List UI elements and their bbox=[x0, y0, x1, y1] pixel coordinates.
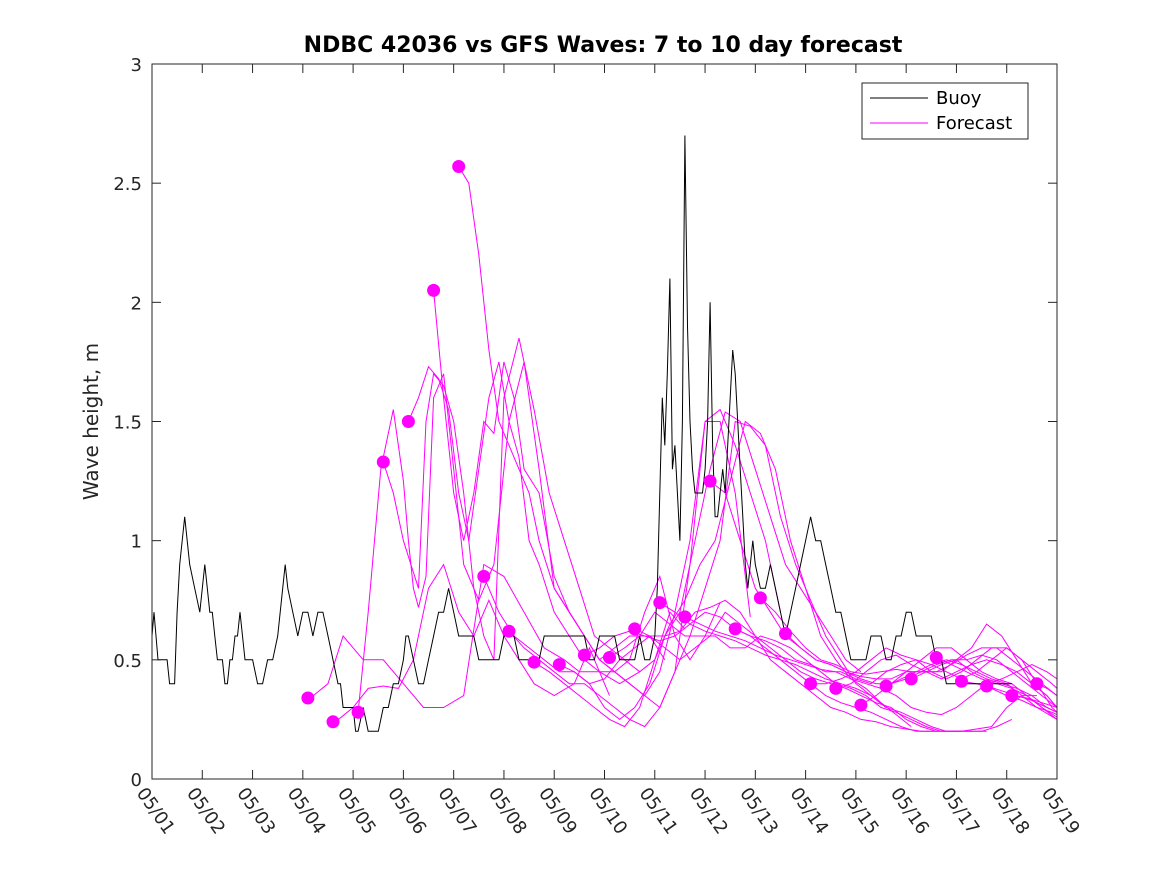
forecast-marker-1 bbox=[301, 691, 315, 705]
y-tick-label-5: 2.5 bbox=[113, 174, 142, 195]
y-axis-label: Wave height, m bbox=[79, 343, 103, 500]
y-tick-label-2: 1 bbox=[131, 532, 142, 553]
forecast-marker-13 bbox=[603, 651, 616, 664]
buoy-line bbox=[151, 135, 1012, 732]
buoy-series bbox=[151, 135, 1012, 732]
forecast-line-17 bbox=[709, 480, 1058, 708]
forecast-marker-9 bbox=[502, 624, 516, 638]
forecast-line-21 bbox=[810, 647, 1058, 713]
legend-buoy-label: Buoy bbox=[936, 88, 982, 109]
forecast-marker-22 bbox=[829, 681, 843, 695]
y-tick-label-3: 1.5 bbox=[113, 413, 142, 434]
forecast-marker-3 bbox=[351, 705, 365, 719]
forecast-start-markers bbox=[301, 160, 1044, 729]
forecast-marker-12 bbox=[577, 648, 591, 662]
forecast-marker-11 bbox=[552, 658, 566, 672]
legend-box bbox=[861, 82, 1029, 140]
forecast-marker-30 bbox=[1030, 677, 1044, 691]
forecast-marker-20 bbox=[779, 627, 792, 641]
forecast-series bbox=[310, 166, 1058, 732]
forecast-line-22 bbox=[835, 654, 1058, 708]
forecast-marker-28 bbox=[980, 679, 994, 693]
forecast-marker-24 bbox=[879, 679, 893, 693]
forecast-marker-2 bbox=[326, 715, 340, 729]
forecast-marker-23 bbox=[854, 698, 868, 712]
forecast-marker-7 bbox=[452, 160, 466, 173]
forecast-line-23 bbox=[860, 647, 1058, 720]
forecast-line-15 bbox=[659, 602, 1037, 732]
forecast-marker-18 bbox=[728, 622, 742, 636]
forecast-line-1 bbox=[310, 563, 640, 708]
forecast-marker-26 bbox=[929, 651, 943, 664]
forecast-marker-10 bbox=[527, 655, 541, 669]
y-tick-label-1: 0.5 bbox=[113, 651, 142, 672]
forecast-marker-15 bbox=[653, 596, 667, 610]
forecast-marker-29 bbox=[1005, 689, 1019, 703]
forecast-line-11 bbox=[559, 599, 937, 732]
forecast-marker-25 bbox=[904, 672, 918, 686]
forecast-marker-6 bbox=[427, 283, 441, 297]
y-tick-label-4: 2 bbox=[131, 293, 142, 314]
forecast-marker-5 bbox=[401, 415, 415, 428]
forecast-line-13 bbox=[609, 611, 987, 732]
legend: Buoy Forecast bbox=[861, 82, 1029, 140]
y-tick-label-6: 3 bbox=[131, 55, 142, 76]
forecast-line-20 bbox=[785, 633, 1058, 696]
forecast-marker-17 bbox=[703, 474, 717, 488]
forecast-line-29 bbox=[1011, 695, 1058, 708]
forecast-marker-19 bbox=[753, 591, 767, 605]
chart-title: NDBC 42036 vs GFS Waves: 7 to 10 day for… bbox=[304, 33, 903, 58]
legend-forecast-label: Forecast bbox=[936, 113, 1012, 134]
forecast-marker-27 bbox=[955, 674, 968, 688]
forecast-marker-14 bbox=[628, 622, 642, 636]
forecast-marker-21 bbox=[804, 677, 818, 691]
forecast-line-25 bbox=[910, 659, 1058, 713]
forecast-marker-16 bbox=[678, 610, 692, 624]
y-tick-label-0: 0 bbox=[131, 770, 142, 791]
forecast-line-8 bbox=[483, 411, 862, 721]
forecast-line-2 bbox=[335, 563, 610, 723]
forecast-marker-4 bbox=[376, 455, 390, 469]
forecast-line-7 bbox=[458, 166, 781, 697]
forecast-marker-8 bbox=[477, 569, 491, 583]
forecast-line-9 bbox=[508, 420, 887, 728]
